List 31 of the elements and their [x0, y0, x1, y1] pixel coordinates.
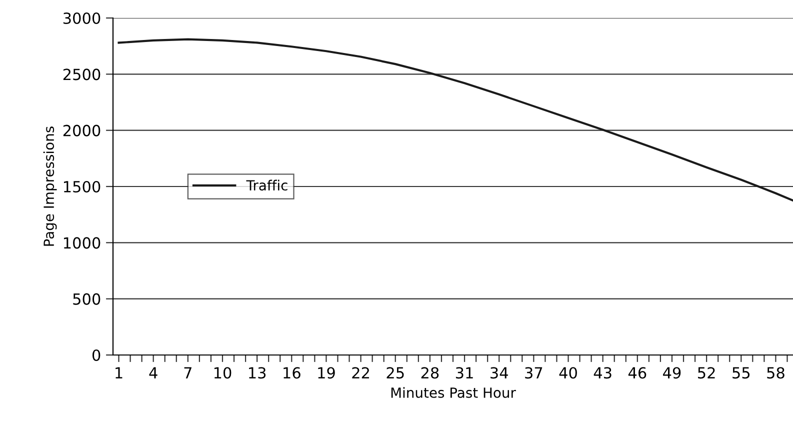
y-tick-label: 1500	[64, 180, 100, 193]
x-tick-label: 10	[214, 367, 232, 379]
x-tick-label: 22	[352, 367, 369, 378]
x-tick-label: 43	[594, 367, 612, 379]
x-tick-label: 37	[525, 367, 542, 379]
x-tick-label: 31	[456, 367, 473, 379]
x-tick-label: 19	[318, 367, 335, 379]
line-series	[118, 38, 793, 202]
x-axis-title: Minutes Past Hour	[391, 387, 516, 398]
x-tick-label: 16	[284, 367, 300, 379]
x-tick-label: 52	[698, 367, 715, 379]
y-tick-label: 0	[92, 349, 100, 362]
y-tick-label: 2000	[63, 124, 100, 136]
x-tick-label: 55	[732, 367, 750, 379]
x-tick-label: 49	[663, 367, 681, 379]
y-tick-label: 3000	[63, 12, 100, 24]
x-tick-label: 40	[559, 367, 577, 379]
y-tick-label: 500	[73, 293, 100, 305]
x-tick-label: 25	[386, 367, 404, 379]
y-tick-label: 2500	[63, 68, 100, 80]
x-tick-label: 4	[149, 367, 158, 378]
y-axis-title: Page Impressions	[43, 126, 57, 246]
x-tick-label: 46	[628, 367, 646, 379]
x-tick-label: 13	[249, 367, 266, 379]
x-tick-label: 34	[490, 367, 508, 379]
x-tick-label: 58	[767, 367, 784, 379]
legend-label: Traffic	[246, 180, 288, 191]
x-tick-label: 1	[116, 367, 122, 378]
x-tick-label: 7	[184, 367, 192, 378]
y-tick-label: 1000	[64, 237, 100, 249]
x-tick-label: 28	[421, 367, 439, 379]
